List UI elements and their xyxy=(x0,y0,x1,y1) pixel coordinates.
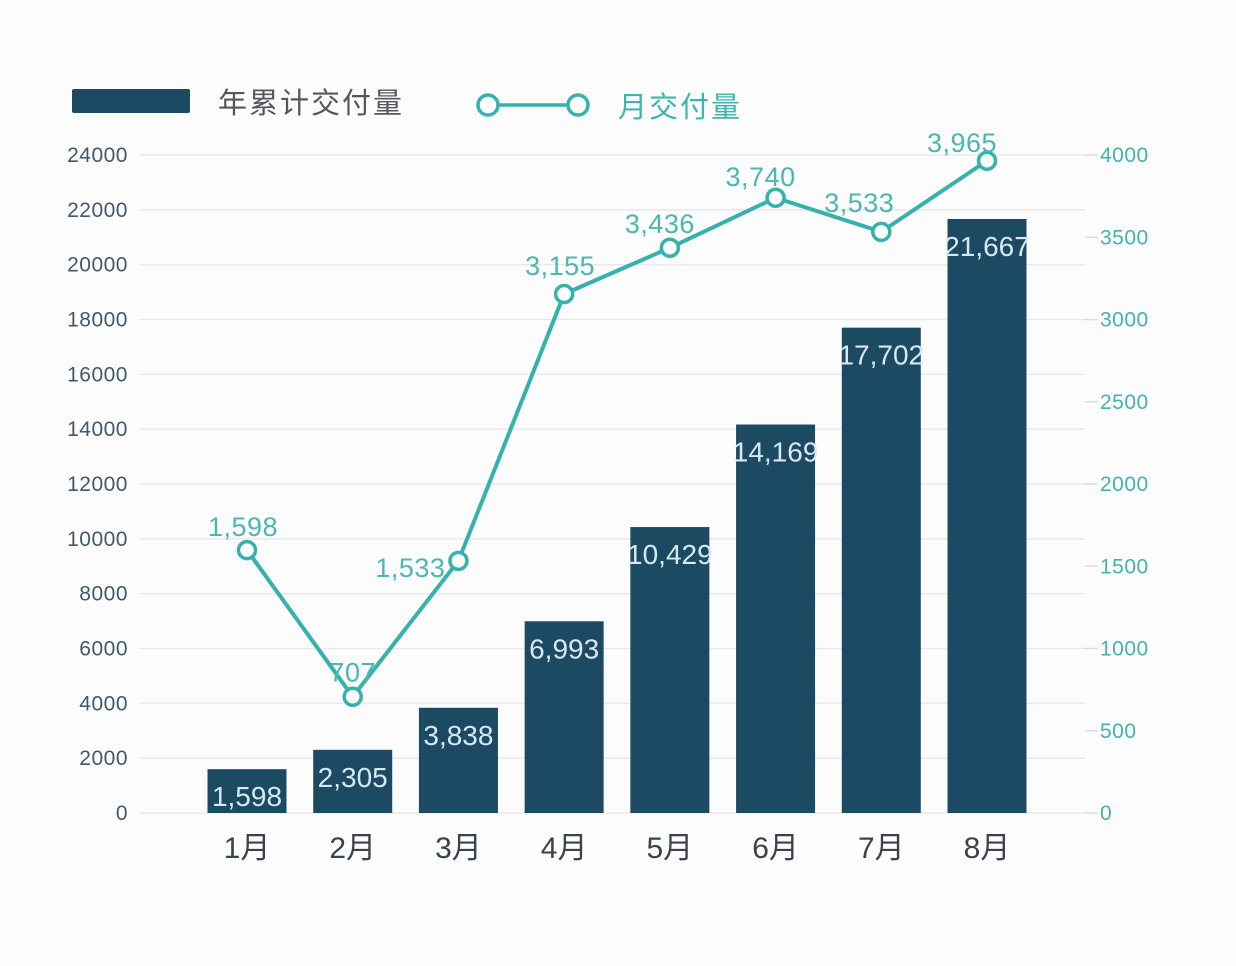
x-axis-label: 3月 xyxy=(435,832,482,865)
legend-label-cumulative: 年累计交付量 xyxy=(218,88,405,120)
left-axis-tick-label: 22000 xyxy=(67,199,128,222)
left-axis-tick-label: 24000 xyxy=(67,144,128,167)
right-axis-tick-label: 500 xyxy=(1100,720,1137,743)
x-axis-label: 4月 xyxy=(541,832,588,865)
line-point-5月[interactable] xyxy=(659,237,681,259)
legend-item-cumulative[interactable]: 年累计交付量 xyxy=(72,80,404,122)
right-axis-tick-label: 4000 xyxy=(1100,144,1149,167)
line-value-label: 1,598 xyxy=(208,512,278,542)
line-point-8月[interactable] xyxy=(976,150,998,172)
line-point-7月[interactable] xyxy=(871,221,892,243)
left-axis-tick-label: 8000 xyxy=(79,583,128,606)
x-axis-label: 1月 xyxy=(224,832,271,865)
right-axis-tick-label: 3500 xyxy=(1100,226,1149,249)
line-point-3月[interactable] xyxy=(448,550,469,572)
left-axis-tick-label: 0 xyxy=(116,802,128,825)
left-axis-tick-label: 6000 xyxy=(79,638,128,661)
left-axis-tick-label: 20000 xyxy=(67,254,128,277)
right-axis-tick-label: 2000 xyxy=(1100,473,1149,496)
bar-6月[interactable] xyxy=(736,424,816,813)
bar-2月[interactable] xyxy=(313,749,393,813)
legend-label-monthly: 月交付量 xyxy=(618,92,743,124)
bar-5月[interactable] xyxy=(630,527,710,813)
line-value-label: 3,740 xyxy=(726,162,796,192)
bar-value-label: 21,667 xyxy=(944,231,1030,262)
bar-value-label: 1,598 xyxy=(212,781,282,812)
line-value-label: 1,533 xyxy=(375,553,445,583)
bar-value-label: 10,429 xyxy=(627,539,713,570)
right-axis-tick-label: 2500 xyxy=(1100,391,1149,414)
line-point-6月[interactable] xyxy=(765,187,786,209)
bar-value-label: 17,702 xyxy=(838,340,924,371)
bar-value-label: 6,993 xyxy=(529,633,599,664)
left-axis-tick-label: 18000 xyxy=(67,309,128,332)
bar-8月[interactable] xyxy=(947,218,1027,814)
legend-item-monthly[interactable]: 月交付量 xyxy=(476,84,742,126)
line-value-label: 3,155 xyxy=(525,251,595,281)
left-axis-tick-label: 12000 xyxy=(67,473,128,496)
left-axis-tick-label: 4000 xyxy=(79,692,128,715)
bar-value-label: 3,838 xyxy=(423,720,493,751)
x-axis-label: 6月 xyxy=(752,832,799,865)
left-axis-tick-label: 2000 xyxy=(79,747,128,770)
monthly-line xyxy=(245,158,989,699)
left-axis-tick-label: 16000 xyxy=(67,363,128,386)
x-axis-label: 2月 xyxy=(329,832,376,865)
x-axis-label: 8月 xyxy=(964,832,1011,865)
bar-7月[interactable] xyxy=(841,327,921,813)
x-axis-label: 7月 xyxy=(858,832,905,865)
bar-4月[interactable] xyxy=(524,621,604,813)
bar-value-label: 2,305 xyxy=(318,762,388,793)
chart-legend: 年累计交付量 月交付量 xyxy=(72,84,740,124)
bar-series-swatch-icon xyxy=(72,89,190,113)
line-series-swatch-icon xyxy=(476,90,590,120)
left-axis-tick-label: 10000 xyxy=(67,528,128,551)
line-value-label: 3,436 xyxy=(625,209,695,239)
line-value-label: 3,965 xyxy=(927,128,997,158)
line-point-2月[interactable] xyxy=(342,686,363,707)
right-axis-tick-label: 1000 xyxy=(1100,638,1149,661)
line-point-1月[interactable] xyxy=(236,539,258,561)
bar-1月[interactable] xyxy=(207,769,287,813)
x-axis-label: 5月 xyxy=(647,832,694,865)
right-axis-tick-label: 3000 xyxy=(1100,309,1149,332)
line-value-label: 3,533 xyxy=(824,188,894,218)
right-axis-tick-label: 1500 xyxy=(1100,555,1149,578)
line-point-4月[interactable] xyxy=(553,283,575,305)
bar-value-label: 14,169 xyxy=(733,437,819,468)
left-axis-tick-label: 14000 xyxy=(67,418,128,441)
bar-3月[interactable] xyxy=(418,707,498,813)
right-axis-tick-label: 0 xyxy=(1100,802,1112,825)
line-value-label: 707 xyxy=(329,658,376,688)
